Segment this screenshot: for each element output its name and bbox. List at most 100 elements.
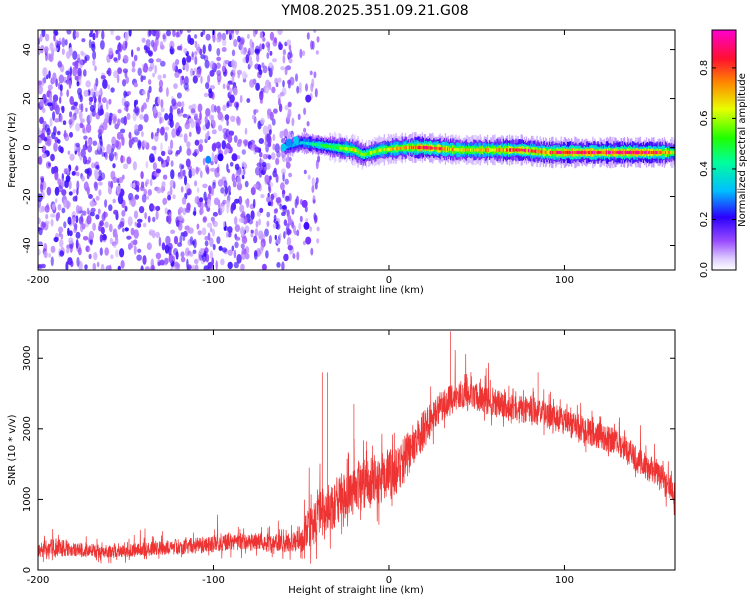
spectrogram-noise-cell: [240, 263, 245, 270]
spectrogram-noise-cell: [165, 235, 171, 245]
spectrogram-noise-cell: [66, 79, 69, 85]
spectrogram-noise-cell: [184, 247, 190, 257]
spectrogram-signal-cell: [586, 150, 589, 155]
spectrogram-noise-cell: [59, 90, 63, 97]
spectrogram-signal-cell: [671, 150, 673, 155]
spectrogram-noise-cell: [282, 189, 286, 195]
spectrogram-signal-cell: [460, 148, 462, 152]
spectrogram-noise-cell: [136, 222, 142, 228]
spectrogram-noise-cell: [160, 185, 165, 194]
spectrogram-noise-cell: [61, 105, 65, 114]
spectrogram-signal-cell: [459, 148, 461, 152]
spectrogram-signal-cell: [440, 147, 442, 151]
spectrogram-signal-cell: [432, 146, 434, 150]
spectrogram-noise-cell: [239, 204, 245, 213]
spectrogram-noise-cell: [182, 235, 186, 241]
spectrogram-signal-blob: [285, 138, 292, 147]
spectrogram-noise-cell: [307, 174, 311, 180]
spectrogram-noise-cell: [41, 30, 46, 38]
spectrogram-noise-cell: [56, 212, 61, 219]
spectrogram-noise-cell: [78, 92, 82, 100]
spectrogram-signal-cell: [564, 150, 567, 155]
spectrogram-noise-cell: [157, 111, 162, 119]
spectrogram-signal-cell: [411, 146, 413, 149]
spectrogram-signal-cell: [393, 147, 395, 151]
spectrogram-noise-cell: [59, 84, 63, 92]
snr-y-label: SNR (10 * v/v): [7, 414, 18, 485]
spectrogram-signal-cell: [323, 143, 325, 148]
spectrogram-noise-cell: [100, 40, 105, 50]
spectrogram-noise-cell: [103, 211, 106, 219]
spectrogram-noise-cell: [207, 232, 211, 241]
spectrogram-noise-cell: [272, 143, 276, 151]
spectrogram-signal-cell: [665, 150, 668, 155]
spectrogram-noise-cell: [55, 78, 58, 87]
spectrogram-noise-cell: [75, 165, 79, 171]
spectrogram-noise-cell: [117, 118, 121, 127]
spectrogram-noise-cell: [94, 65, 97, 72]
spectrogram-noise-cell: [313, 71, 317, 79]
spectrogram-noise-cell: [94, 181, 99, 191]
spectrogram-signal-cell: [441, 146, 443, 151]
spectrogram-noise-cell: [90, 162, 96, 169]
spectrogram-noise-cell: [202, 44, 206, 55]
spectrogram-signal-cell: [632, 151, 634, 154]
spectrogram-signal-cell: [463, 148, 465, 152]
spectrogram-noise-cell: [313, 212, 317, 221]
spectrogram-noise-cell: [262, 153, 268, 160]
spectrogram-signal-cell: [499, 148, 501, 152]
spectrogram-noise-cell: [67, 150, 71, 155]
spectrogram-noise-cell: [173, 236, 179, 245]
spectrogram-noise-cell: [268, 183, 271, 192]
spectrogram-noise-cell: [42, 67, 48, 77]
spectrogram-noise-cell: [253, 235, 258, 244]
snr-y-tick-label: 1000: [22, 487, 33, 512]
spectrogram-noise-cell: [166, 87, 169, 97]
spectrogram-noise-cell: [38, 227, 41, 231]
spectrogram-noise-cell: [93, 168, 99, 177]
spectrogram-signal-cell: [286, 145, 289, 149]
spectrogram-noise-cell: [200, 170, 203, 179]
spectrogram-noise-cell: [65, 70, 70, 76]
spectrogram-noise-cell: [255, 220, 259, 228]
spectrogram-noise-cell: [202, 216, 207, 223]
spectrogram-noise-cell: [223, 225, 228, 231]
spectrogram-noise-cell: [272, 223, 277, 229]
spectrogram-noise-cell: [67, 216, 72, 225]
spectrogram-signal-cell: [453, 148, 455, 151]
spectrogram-noise-cell: [38, 241, 43, 246]
spectrogram-noise-cell: [89, 104, 95, 113]
spectrogram-noise-cell: [278, 233, 282, 240]
spectrogram-noise-cell: [142, 255, 147, 265]
spectrogram-noise-cell: [115, 249, 119, 258]
spectrogram-noise-cell: [191, 264, 196, 270]
spectrogram-signal-cell: [593, 150, 595, 155]
spectrogram-noise-cell: [100, 104, 104, 114]
spectrogram-noise-cell: [284, 66, 288, 76]
spectrogram-noise-cell: [140, 75, 144, 83]
colorbar-tick-label: 0.6: [699, 110, 710, 126]
spectrogram-noise-cell: [156, 127, 160, 134]
spectrogram-noise-cell: [189, 37, 195, 46]
spectrogram-noise-cell: [40, 45, 45, 52]
snr-y-tick-label: 2000: [22, 416, 33, 441]
colorbar-ticks: 0.0 0.2 0.4 0.6 0.8: [699, 60, 736, 278]
spectrogram-noise-cell: [227, 134, 233, 144]
spectrogram-noise-cell: [154, 132, 159, 137]
spectrogram-signal-cell: [670, 150, 672, 155]
spectrogram-noise-cell: [121, 136, 125, 147]
spectrogram-signal-cell: [561, 151, 563, 154]
spectrogram-signal-cell: [546, 150, 549, 155]
spectrogram-signal-cell: [421, 146, 423, 149]
spectrogram-noise-cell: [169, 119, 174, 128]
spectrogram-signal-cell: [523, 148, 525, 152]
spectrogram-signal-cell: [641, 150, 643, 155]
spectrogram-noise-cell: [48, 70, 51, 79]
spectrogram-noise-cell: [269, 111, 274, 121]
spectrogram-signal-cell: [300, 141, 302, 145]
spectrogram-noise-cell: [203, 92, 209, 98]
spectrogram-noise-cell: [75, 215, 79, 224]
spectrogram-noise-cell: [251, 41, 255, 49]
spectrogram-signal-cell: [615, 150, 617, 155]
spectrogram-noise-cell: [280, 182, 285, 191]
